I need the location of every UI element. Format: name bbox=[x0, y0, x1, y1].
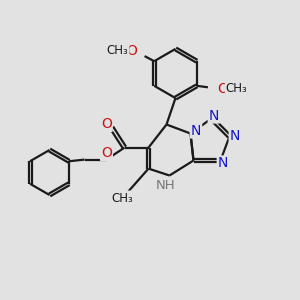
Text: CH₃: CH₃ bbox=[107, 44, 128, 57]
Text: CH₃: CH₃ bbox=[111, 191, 133, 205]
Text: CH₃: CH₃ bbox=[226, 82, 248, 95]
Text: O: O bbox=[101, 146, 112, 160]
Text: N: N bbox=[218, 157, 228, 170]
Text: N: N bbox=[191, 124, 201, 137]
Text: O: O bbox=[101, 117, 112, 131]
Text: N: N bbox=[209, 109, 219, 122]
Text: O: O bbox=[126, 44, 137, 58]
Text: N: N bbox=[230, 130, 240, 143]
Text: O: O bbox=[218, 82, 228, 96]
Text: NH: NH bbox=[156, 178, 176, 192]
